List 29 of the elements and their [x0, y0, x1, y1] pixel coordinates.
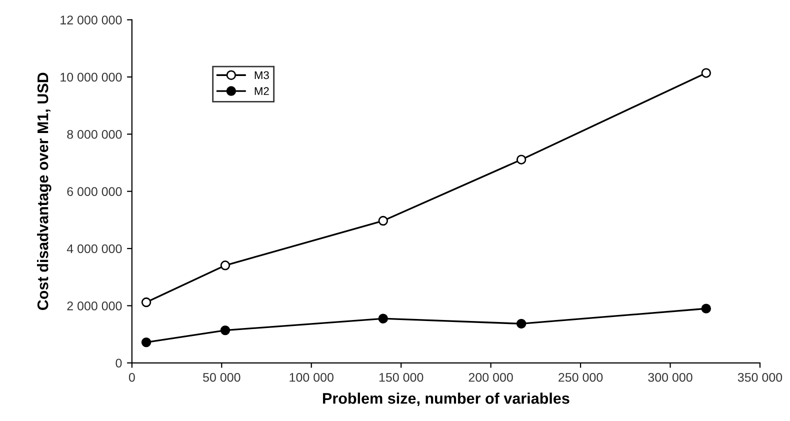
point — [220, 260, 230, 270]
point — [701, 304, 712, 314]
point — [220, 325, 230, 336]
x-tick-label: 50 000 — [203, 372, 240, 382]
x-tick-label: 300 000 — [648, 372, 692, 382]
point — [701, 68, 712, 78]
x-tick-label: 200 000 — [468, 372, 513, 382]
y-tick-label: 2 000 000 — [67, 302, 122, 310]
x-tick-label: 0 — [128, 372, 135, 382]
legend-label: M3 — [254, 71, 269, 80]
y-axis-title: Cost disadvantage over M1, USD — [37, 72, 52, 310]
point — [378, 216, 388, 226]
point — [378, 314, 388, 324]
y-tick-label: 6 000 000 — [67, 187, 122, 196]
y-tick-label: 12 000 000 — [60, 16, 122, 24]
point — [516, 318, 526, 329]
point — [141, 297, 152, 308]
x-axis-title: Problem size, number of variables — [323, 392, 570, 406]
x-tick-label: 350 000 — [738, 372, 782, 382]
x-tick-label: 150 000 — [379, 372, 424, 382]
x-tick-label: 250 000 — [558, 372, 603, 382]
point — [141, 337, 152, 348]
point — [516, 154, 526, 164]
legend-label: M2 — [254, 87, 269, 95]
x-tick-label: 100 000 — [290, 372, 334, 382]
y-tick-label: 10 000 000 — [60, 72, 122, 82]
y-tick-label: 8 000 000 — [67, 130, 122, 139]
y-tick-label: 4 000 000 — [66, 244, 122, 254]
y-tick-label: 0 — [116, 358, 122, 368]
